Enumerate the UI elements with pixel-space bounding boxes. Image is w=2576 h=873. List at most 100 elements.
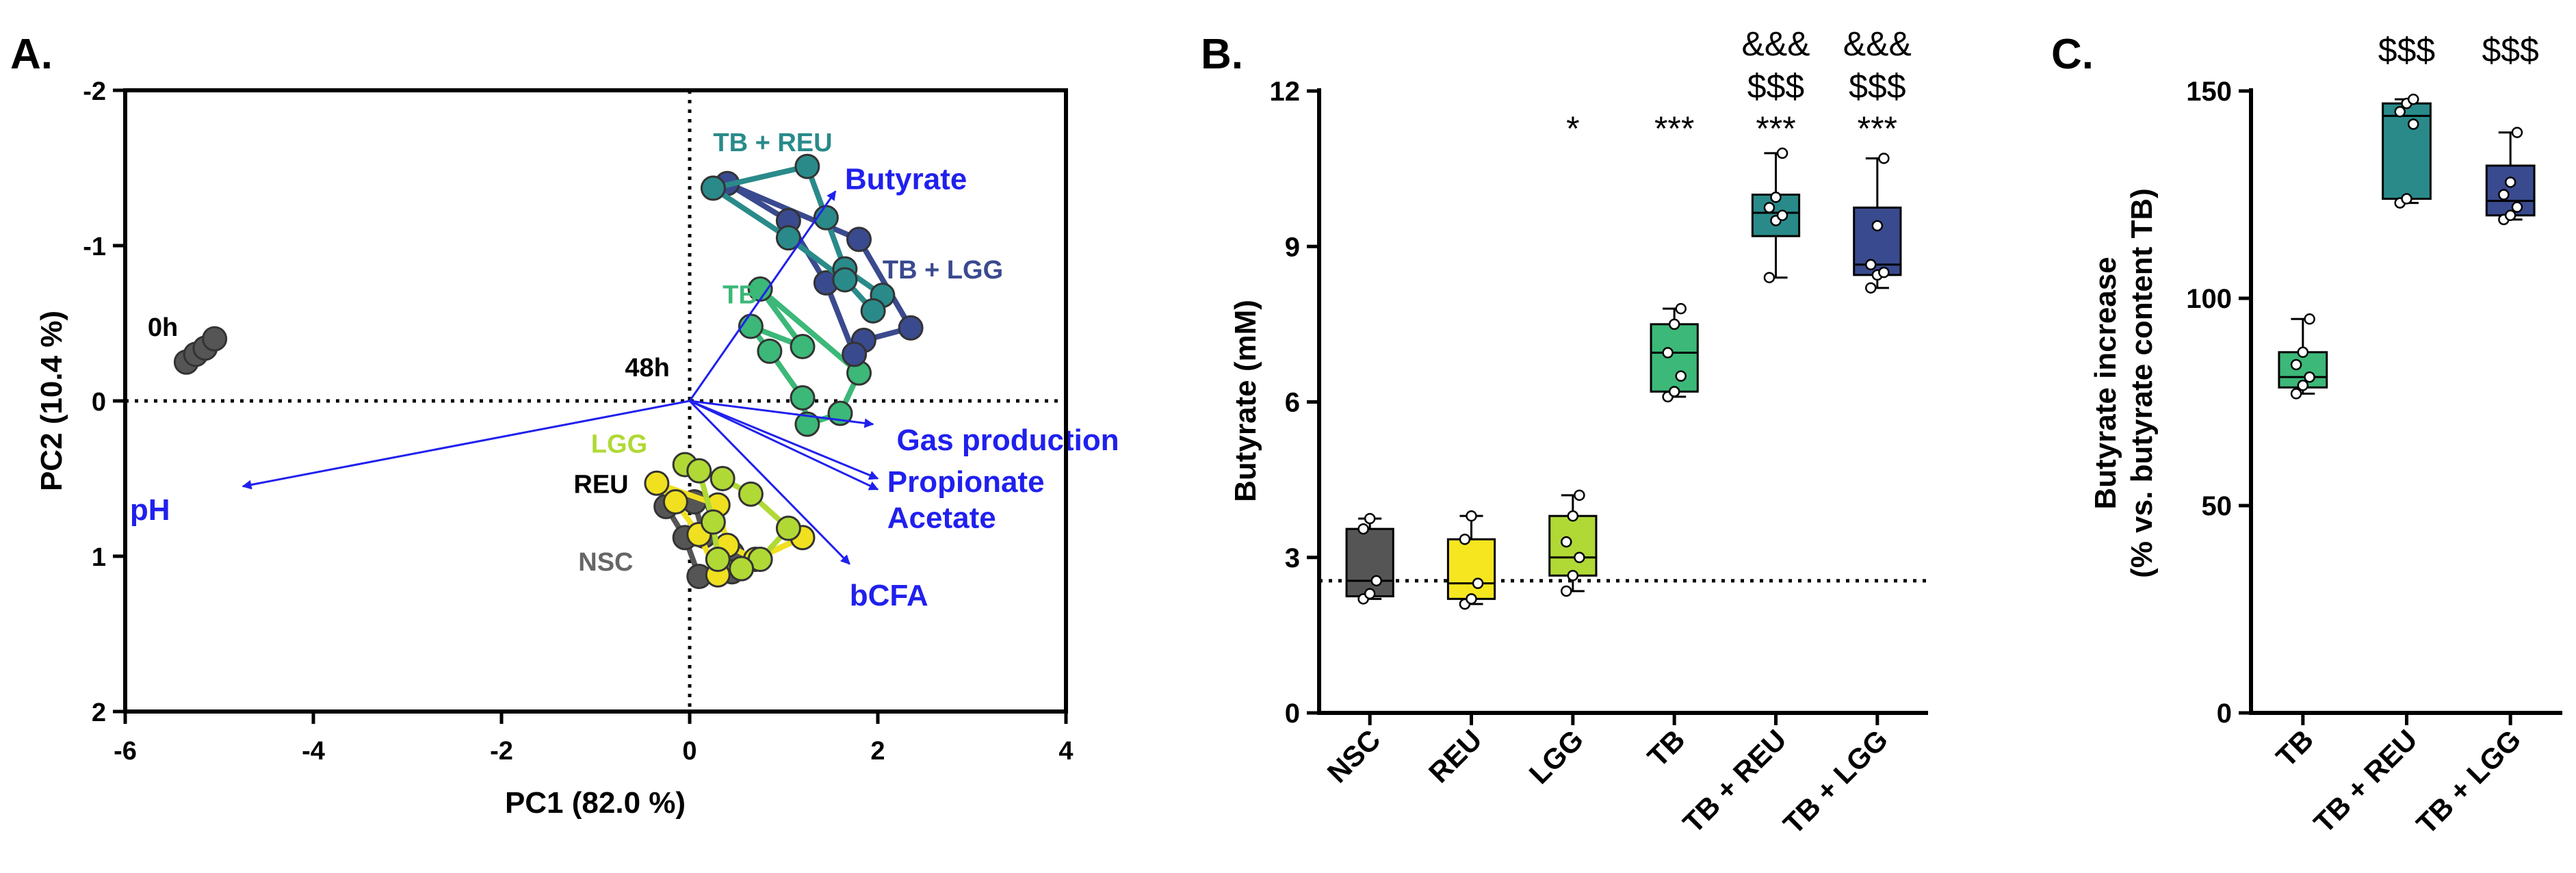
box-tb-reu-point-5 — [1776, 147, 1788, 159]
box-tb-point-0 — [2290, 388, 2302, 400]
group-lgg-point-7 — [700, 509, 726, 535]
y-tick-label-100: 100 — [2186, 284, 2232, 314]
group-lgg-point-6 — [705, 547, 731, 573]
box-tb-point-1 — [2297, 380, 2309, 391]
box-nsc-point-2 — [1370, 575, 1382, 587]
box-lgg-point-2 — [1574, 551, 1585, 563]
annotation-tb-0: *** — [1654, 109, 1694, 148]
box-reu-point-4 — [1466, 510, 1477, 522]
loading-acetate-arrow — [689, 400, 879, 491]
loading-gas-production-arrow — [689, 400, 874, 428]
group-tb-reu-point-7 — [775, 225, 801, 251]
box-tb-reu-point-2 — [2408, 118, 2419, 130]
group-label-nsc: NSC — [578, 548, 633, 577]
box-tb-lgg-point-2 — [1878, 266, 1890, 278]
panel-c-y-axis-title-line2: (% vs. butyrate content TB) — [2125, 188, 2159, 578]
group-label-lgg: LGG — [591, 430, 647, 458]
box-tb-lgg-point-4 — [1871, 220, 1884, 232]
x-tick-label-lgg: LGG — [1523, 723, 1590, 790]
box-lgg-point-3 — [1561, 536, 1572, 548]
x-tick-label-2: 2 — [870, 737, 885, 766]
x-tick-label-4: 4 — [1058, 737, 1073, 766]
group-reu-point-0 — [644, 470, 670, 496]
box-nsc-point-1 — [1364, 588, 1376, 600]
box-tb-lgg-point-0 — [1865, 282, 1877, 294]
x-tick-label-6: -6 — [114, 737, 137, 766]
y-tick-label-12: 12 — [1270, 77, 1301, 107]
group-reu-point-7 — [662, 489, 688, 515]
box-tb-point-3 — [1662, 347, 1674, 359]
panel-a-zero-lines — [125, 90, 1066, 712]
group-lgg-point-8 — [686, 458, 712, 484]
loading-propionate-arrow — [689, 400, 879, 480]
box-tb-lgg-point-5 — [2511, 127, 2523, 138]
x-tick-label-tb: TB — [1641, 723, 1691, 773]
y-tick-label-1: 1 — [92, 543, 106, 572]
box-tb-lgg-body — [2485, 164, 2536, 217]
y-tick-label-3: 3 — [1285, 543, 1300, 573]
loading-acetate-label: Acetate — [887, 501, 996, 534]
x-tick-label-tb-reu: TB + REU — [1676, 723, 1792, 839]
group-tb-point-7 — [790, 334, 816, 360]
panel-b-y-axis-title: Butyrate (mM) — [1229, 300, 1262, 502]
box-tb-reu-point-1 — [2401, 193, 2412, 205]
loading-butyrate-arrow — [688, 190, 837, 402]
box-tb-reu-point-2 — [1776, 209, 1788, 222]
y-tick-label-0: 0 — [92, 388, 106, 417]
box-tb-point-5 — [1675, 302, 1687, 315]
box-tb-lgg-point-4 — [2504, 177, 2516, 188]
box-nsc-point-3 — [1357, 523, 1369, 535]
group-tb-reu — [700, 153, 896, 324]
loading-gas-production-label: Gas production — [897, 424, 1119, 457]
x-tick-label-tb-lgg: TB + LGG — [2410, 723, 2527, 840]
box-tb-reu-point-3 — [2394, 106, 2406, 118]
y-tick-label-2: 2 — [92, 699, 106, 727]
box-reu-point-3 — [1459, 533, 1471, 545]
x-tick-label-tb-lgg: TB + LGG — [1777, 723, 1894, 840]
box-lgg-point-5 — [1574, 489, 1585, 501]
box-tb-point-3 — [2290, 359, 2302, 371]
box-tb-reu-point-3 — [1763, 202, 1775, 213]
box-tb-lgg-point-5 — [1878, 153, 1890, 164]
panel-c-label: C. — [2051, 31, 2094, 78]
panel-a-x-axis-title: PC1 (82.0 %) — [505, 786, 686, 820]
loading-bcfa-arrow — [688, 400, 850, 565]
box-tb-point-5 — [2304, 313, 2315, 325]
y-tick-label-150: 150 — [2186, 77, 2232, 107]
panel-a: A. Butyrate Gas production PropionateAceta… — [10, 31, 1119, 820]
group-tb-point-5 — [757, 338, 783, 364]
x-tick-label-tb: TB — [2269, 723, 2319, 773]
y-tick-label-2: -2 — [83, 77, 106, 106]
group-tb — [738, 276, 872, 437]
x-tick-label-4: -4 — [302, 737, 325, 766]
box-tb — [1650, 302, 1699, 403]
group-tb-reu-point-1 — [794, 153, 820, 179]
y-tick-label-0: 0 — [1285, 699, 1300, 729]
loading-ph-label: pH — [130, 493, 170, 527]
box-tb — [2278, 313, 2328, 400]
loading-ph-arrow — [242, 400, 690, 490]
annotation-tb-lgg-0: $$$ — [2482, 31, 2538, 69]
box-tb-reu-point-4 — [1770, 192, 1782, 203]
box-tb-point-2 — [1675, 370, 1687, 382]
loading-butyrate-label: Butyrate — [845, 162, 967, 196]
group-0h-point-3 — [202, 326, 228, 352]
time-label-48h: 48h — [625, 354, 669, 382]
annotation-tb-reu-1: $$$ — [1747, 67, 1804, 105]
panel-a-y-axis-title: PC2 (10.4 %) — [35, 311, 68, 491]
group-label-tb: TB — [723, 281, 757, 309]
group-lgg-point-1 — [710, 466, 736, 491]
annotation-tb-lgg-0: &&& — [1843, 25, 1912, 63]
box-lgg — [1548, 489, 1598, 597]
panel-c: C. Butyrate increase (% vs. butyrate con… — [2051, 31, 2562, 840]
box-tb-lgg — [2485, 127, 2536, 226]
box-tb-reu — [1751, 147, 1801, 283]
group-label-tb-reu: TB + REU — [713, 129, 832, 157]
group-tb-point-4 — [790, 385, 816, 411]
group-tb-lgg-point-4 — [842, 341, 868, 367]
group-lgg-point-5 — [729, 556, 755, 582]
box-tb-point-1 — [1668, 386, 1680, 398]
